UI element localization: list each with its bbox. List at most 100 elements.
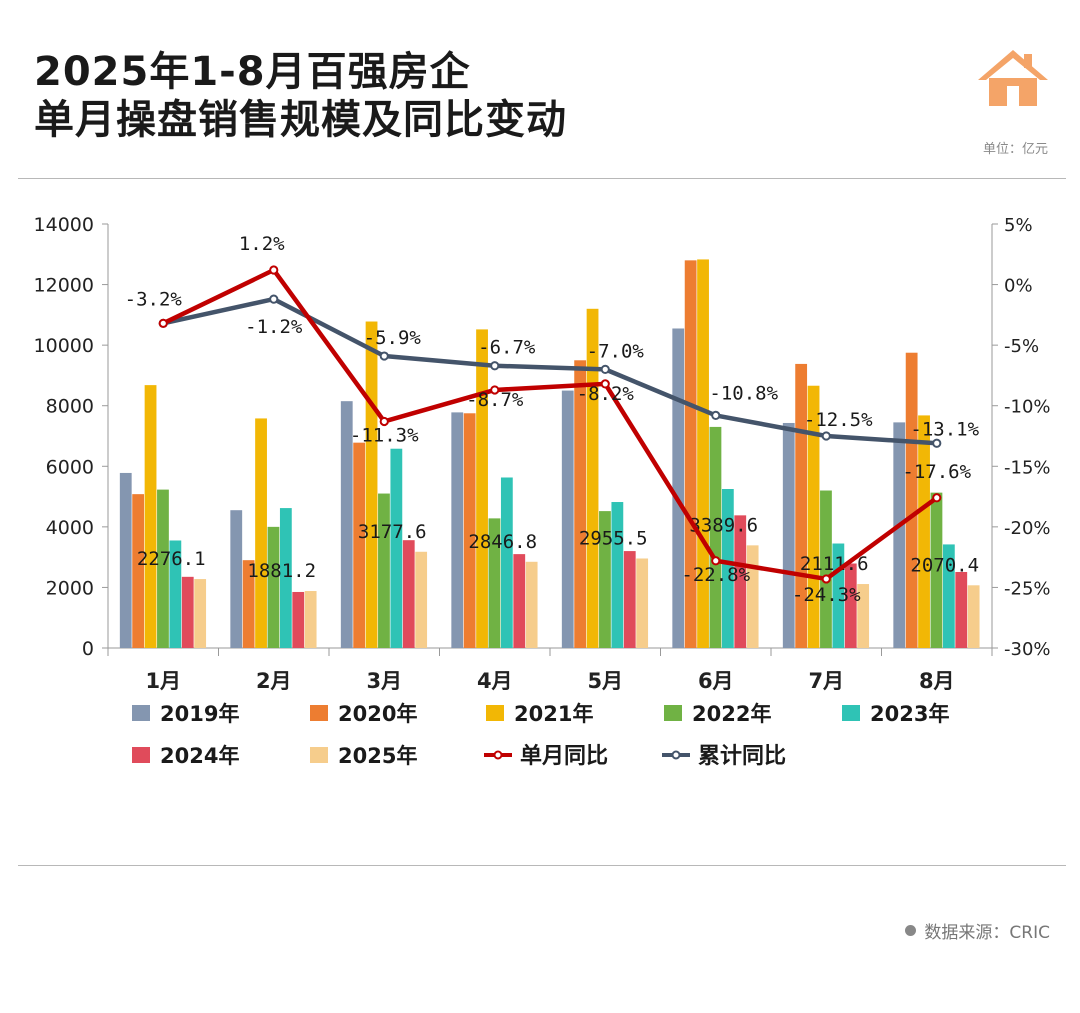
bar — [119, 472, 132, 648]
bar — [463, 413, 476, 648]
bar — [611, 502, 624, 648]
bar — [599, 511, 611, 648]
y-left-tick-label: 10000 — [34, 335, 94, 357]
y-left-tick-label: 14000 — [34, 214, 94, 236]
title-line-2: 单月操盘销售规模及同比变动 — [34, 97, 567, 143]
cumulative-yoy-point — [711, 410, 721, 421]
bar — [574, 360, 587, 648]
cumulative-yoy-label: -10.8% — [709, 382, 778, 404]
legend-label: 累计同比 — [698, 744, 786, 769]
monthly-yoy-label: -3.2% — [125, 288, 183, 310]
source-text: 数据来源：CRIC — [924, 923, 1050, 943]
y-right-tick-label: -25% — [1004, 578, 1051, 599]
x-tick-label: 1月 — [145, 669, 181, 693]
unit-label: 单位：亿元 — [982, 142, 1048, 157]
bar — [918, 415, 930, 648]
monthly-yoy-point — [600, 379, 610, 389]
bar — [746, 545, 759, 648]
bar — [857, 584, 870, 648]
bar — [415, 551, 428, 648]
bar — [378, 493, 390, 648]
legend-swatch — [310, 705, 328, 721]
x-tick-label: 3月 — [366, 669, 402, 693]
y-left-tick-label: 4000 — [46, 517, 94, 539]
monthly-yoy-point — [711, 556, 721, 566]
legend-label: 2021年 — [514, 702, 593, 726]
bar — [267, 526, 280, 648]
legend-swatch — [486, 705, 504, 721]
cumulative-yoy-line — [162, 296, 937, 446]
monthly-yoy-point — [821, 574, 831, 584]
y-right-tick-label: -10% — [1004, 397, 1051, 418]
legend-label: 2019年 — [160, 702, 239, 726]
legend-swatch — [310, 747, 328, 763]
bar — [451, 412, 464, 648]
bar-data-label: 2955.5 — [579, 527, 648, 549]
x-tick-label: 5月 — [587, 669, 623, 693]
y-left-tick-label: 12000 — [34, 275, 94, 297]
top-divider — [18, 178, 1066, 179]
bar — [340, 401, 353, 648]
bar — [586, 308, 599, 648]
bar-data-label: 3389.6 — [689, 514, 758, 536]
cumulative-yoy-label: -1.2% — [245, 316, 303, 338]
bar — [967, 585, 980, 648]
bar — [697, 259, 709, 648]
bar — [561, 390, 574, 648]
monthly-yoy-label: -17.6% — [902, 461, 971, 483]
bar — [242, 560, 255, 648]
bar — [292, 591, 305, 648]
cumulative-yoy-point — [269, 294, 279, 304]
bar — [476, 329, 488, 648]
x-tick-label: 4月 — [477, 669, 513, 693]
sales-chart: 0 2000 4000 6000 8000 10000 12000 14000 5% 0% -5% -… — [34, 214, 1051, 769]
bar — [721, 489, 734, 648]
monthly-yoy-label: 1.2% — [239, 233, 285, 255]
legend-label: 2022年 — [692, 702, 771, 726]
bar — [365, 321, 378, 648]
cumulative-yoy-label: -5.9% — [364, 327, 422, 349]
bar — [807, 385, 820, 648]
legend-line-marker — [493, 750, 503, 760]
monthly-yoy-point — [158, 318, 168, 328]
bar — [942, 544, 955, 648]
bar — [623, 551, 636, 648]
x-tick-label: 2月 — [256, 669, 292, 693]
bar — [169, 540, 182, 648]
bar — [525, 561, 538, 648]
bar — [144, 385, 157, 648]
bar — [684, 260, 697, 648]
monthly-yoy-label: -11.3% — [350, 424, 419, 446]
house-icon — [978, 50, 1048, 106]
bar — [672, 328, 685, 648]
x-tick-label: 6月 — [698, 669, 734, 693]
cumulative-yoy-point — [600, 364, 610, 374]
bar — [955, 571, 968, 648]
monthly-yoy-point — [932, 493, 942, 503]
legend-label: 2025年 — [338, 744, 417, 768]
legend-label: 2024年 — [160, 744, 239, 768]
cumulative-yoy-label: -13.1% — [910, 418, 979, 440]
bar — [157, 489, 169, 648]
legend-label: 2023年 — [870, 702, 949, 726]
y-left-tick-label: 8000 — [46, 396, 94, 418]
cumulative-yoy-point — [490, 361, 500, 371]
bar — [488, 518, 501, 648]
bar — [279, 508, 292, 648]
x-tick-label: 8月 — [919, 669, 955, 693]
cumulative-yoy-label: -12.5% — [804, 409, 873, 431]
bar-data-label: 2070.4 — [910, 554, 979, 576]
y-right-tick-label: -30% — [1004, 639, 1051, 660]
y-left-tick-label: 2000 — [46, 577, 94, 599]
bar — [132, 494, 145, 648]
y-right-tick-label: -5% — [1004, 336, 1039, 357]
legend-swatch — [664, 705, 682, 721]
source-dot-icon — [905, 925, 917, 936]
monthly-yoy-label: -8.2% — [577, 383, 635, 405]
cumulative-yoy-label: -7.0% — [587, 340, 645, 362]
bar — [636, 558, 649, 648]
bar-data-label: 2846.8 — [468, 531, 537, 553]
monthly-yoy-point — [269, 265, 279, 275]
cumulative-yoy-point — [932, 438, 942, 448]
monthly-yoy-line — [162, 267, 939, 582]
